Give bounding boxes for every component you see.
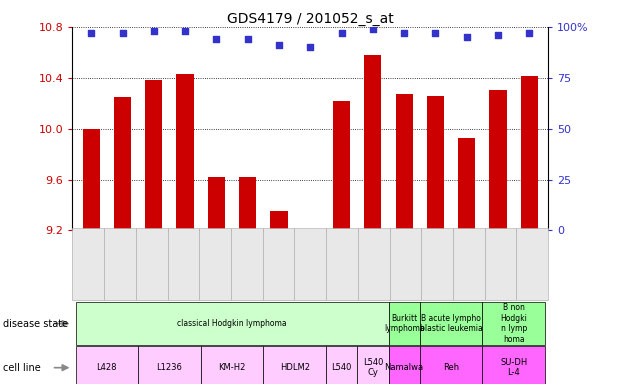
- Bar: [396, 94, 413, 230]
- Text: L428: L428: [96, 363, 117, 372]
- Bar: [427, 96, 444, 230]
- Point: [180, 28, 190, 34]
- Text: disease state: disease state: [3, 318, 68, 329]
- Point: [430, 30, 440, 36]
- Bar: [490, 91, 507, 230]
- FancyBboxPatch shape: [357, 346, 389, 384]
- Text: classical Hodgkin lymphoma: classical Hodgkin lymphoma: [177, 319, 287, 328]
- FancyBboxPatch shape: [389, 346, 420, 384]
- FancyBboxPatch shape: [483, 302, 545, 345]
- FancyBboxPatch shape: [76, 302, 389, 345]
- Text: Reh: Reh: [443, 363, 459, 372]
- Bar: [302, 229, 319, 230]
- Bar: [521, 76, 538, 230]
- Bar: [364, 55, 382, 230]
- FancyBboxPatch shape: [389, 302, 420, 345]
- Title: GDS4179 / 201052_s_at: GDS4179 / 201052_s_at: [227, 12, 394, 26]
- Text: L540: L540: [331, 363, 352, 372]
- Point: [117, 30, 127, 36]
- FancyBboxPatch shape: [420, 346, 483, 384]
- Text: L540
Cy: L540 Cy: [363, 358, 383, 377]
- Point: [211, 36, 221, 42]
- FancyBboxPatch shape: [483, 346, 545, 384]
- Point: [243, 36, 253, 42]
- Point: [305, 44, 315, 50]
- Bar: [83, 129, 100, 230]
- FancyBboxPatch shape: [326, 346, 357, 384]
- Point: [524, 30, 534, 36]
- Bar: [333, 101, 350, 230]
- Bar: [458, 137, 476, 230]
- Bar: [270, 211, 287, 230]
- Bar: [208, 177, 225, 230]
- Point: [274, 42, 284, 48]
- Bar: [239, 177, 256, 230]
- Text: HDLM2: HDLM2: [280, 363, 309, 372]
- Text: Burkitt
lymphoma: Burkitt lymphoma: [384, 314, 425, 333]
- Text: KM-H2: KM-H2: [219, 363, 246, 372]
- Point: [149, 28, 159, 34]
- Bar: [114, 97, 131, 230]
- Point: [462, 34, 472, 40]
- Point: [86, 30, 96, 36]
- Bar: [145, 80, 163, 230]
- Point: [368, 26, 378, 32]
- Text: Namalwa: Namalwa: [384, 363, 424, 372]
- Text: B non
Hodgki
n lymp
homa: B non Hodgki n lymp homa: [500, 303, 527, 344]
- Point: [399, 30, 410, 36]
- Point: [336, 30, 346, 36]
- FancyBboxPatch shape: [201, 346, 263, 384]
- Text: cell line: cell line: [3, 362, 41, 373]
- FancyBboxPatch shape: [263, 346, 326, 384]
- FancyBboxPatch shape: [76, 346, 138, 384]
- Bar: [176, 74, 193, 230]
- FancyBboxPatch shape: [420, 302, 483, 345]
- Text: L1236: L1236: [156, 363, 183, 372]
- Point: [493, 32, 503, 38]
- Text: B acute lympho
blastic leukemia: B acute lympho blastic leukemia: [420, 314, 483, 333]
- Text: SU-DH
L-4: SU-DH L-4: [500, 358, 527, 377]
- FancyBboxPatch shape: [138, 346, 201, 384]
